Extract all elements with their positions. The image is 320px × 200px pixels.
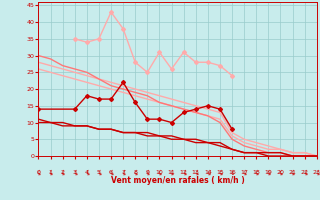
Text: ↳: ↳: [240, 170, 248, 178]
Text: ↓: ↓: [229, 170, 235, 176]
Text: ↳: ↳: [252, 170, 260, 178]
Text: ↳: ↳: [313, 170, 320, 178]
Text: ↳: ↳: [276, 170, 284, 178]
Text: ↳: ↳: [95, 170, 103, 178]
Text: ↳: ↳: [301, 170, 309, 178]
Text: ↳: ↳: [167, 170, 176, 178]
X-axis label: Vent moyen/en rafales ( km/h ): Vent moyen/en rafales ( km/h ): [111, 176, 244, 185]
Text: ↳: ↳: [119, 170, 127, 178]
Text: ↳: ↳: [83, 170, 91, 178]
Text: ↳: ↳: [46, 170, 54, 178]
Text: ↳: ↳: [131, 170, 139, 178]
Text: ↳: ↳: [156, 170, 164, 178]
Text: ↳: ↳: [289, 170, 297, 178]
Text: ↳: ↳: [107, 170, 115, 178]
Text: ↳: ↳: [192, 170, 200, 178]
Text: ↳: ↳: [34, 170, 43, 178]
Text: ↳: ↳: [180, 170, 188, 178]
Text: ↳: ↳: [143, 170, 151, 178]
Text: ↳: ↳: [264, 170, 272, 178]
Text: ↳: ↳: [71, 170, 79, 178]
Text: ↳: ↳: [204, 170, 212, 178]
Text: ↳: ↳: [59, 170, 67, 178]
Text: ↳: ↳: [216, 170, 224, 178]
